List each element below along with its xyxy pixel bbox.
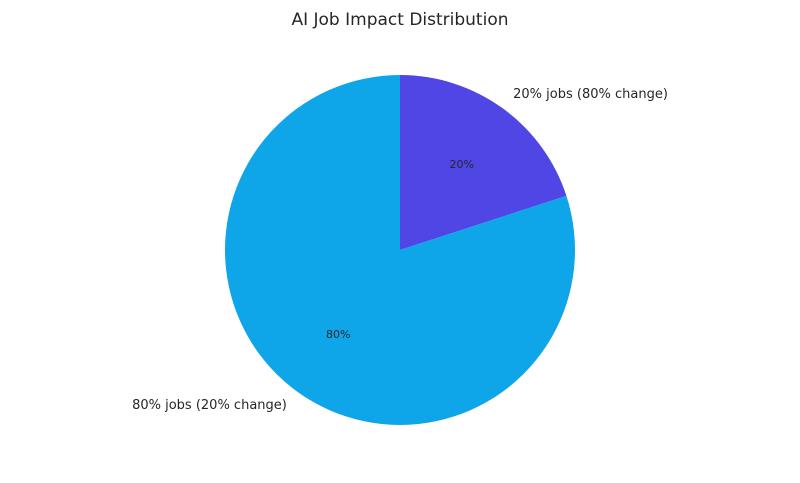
chart-title: AI Job Impact Distribution xyxy=(291,10,508,30)
slice-label: 80% jobs (20% change) xyxy=(132,398,287,413)
data-label: 20% xyxy=(449,158,473,171)
pie-slice xyxy=(400,75,567,250)
slice-label: 20% jobs (80% change) xyxy=(513,87,668,102)
data-label: 80% xyxy=(326,328,350,341)
pie-slice xyxy=(224,75,575,425)
